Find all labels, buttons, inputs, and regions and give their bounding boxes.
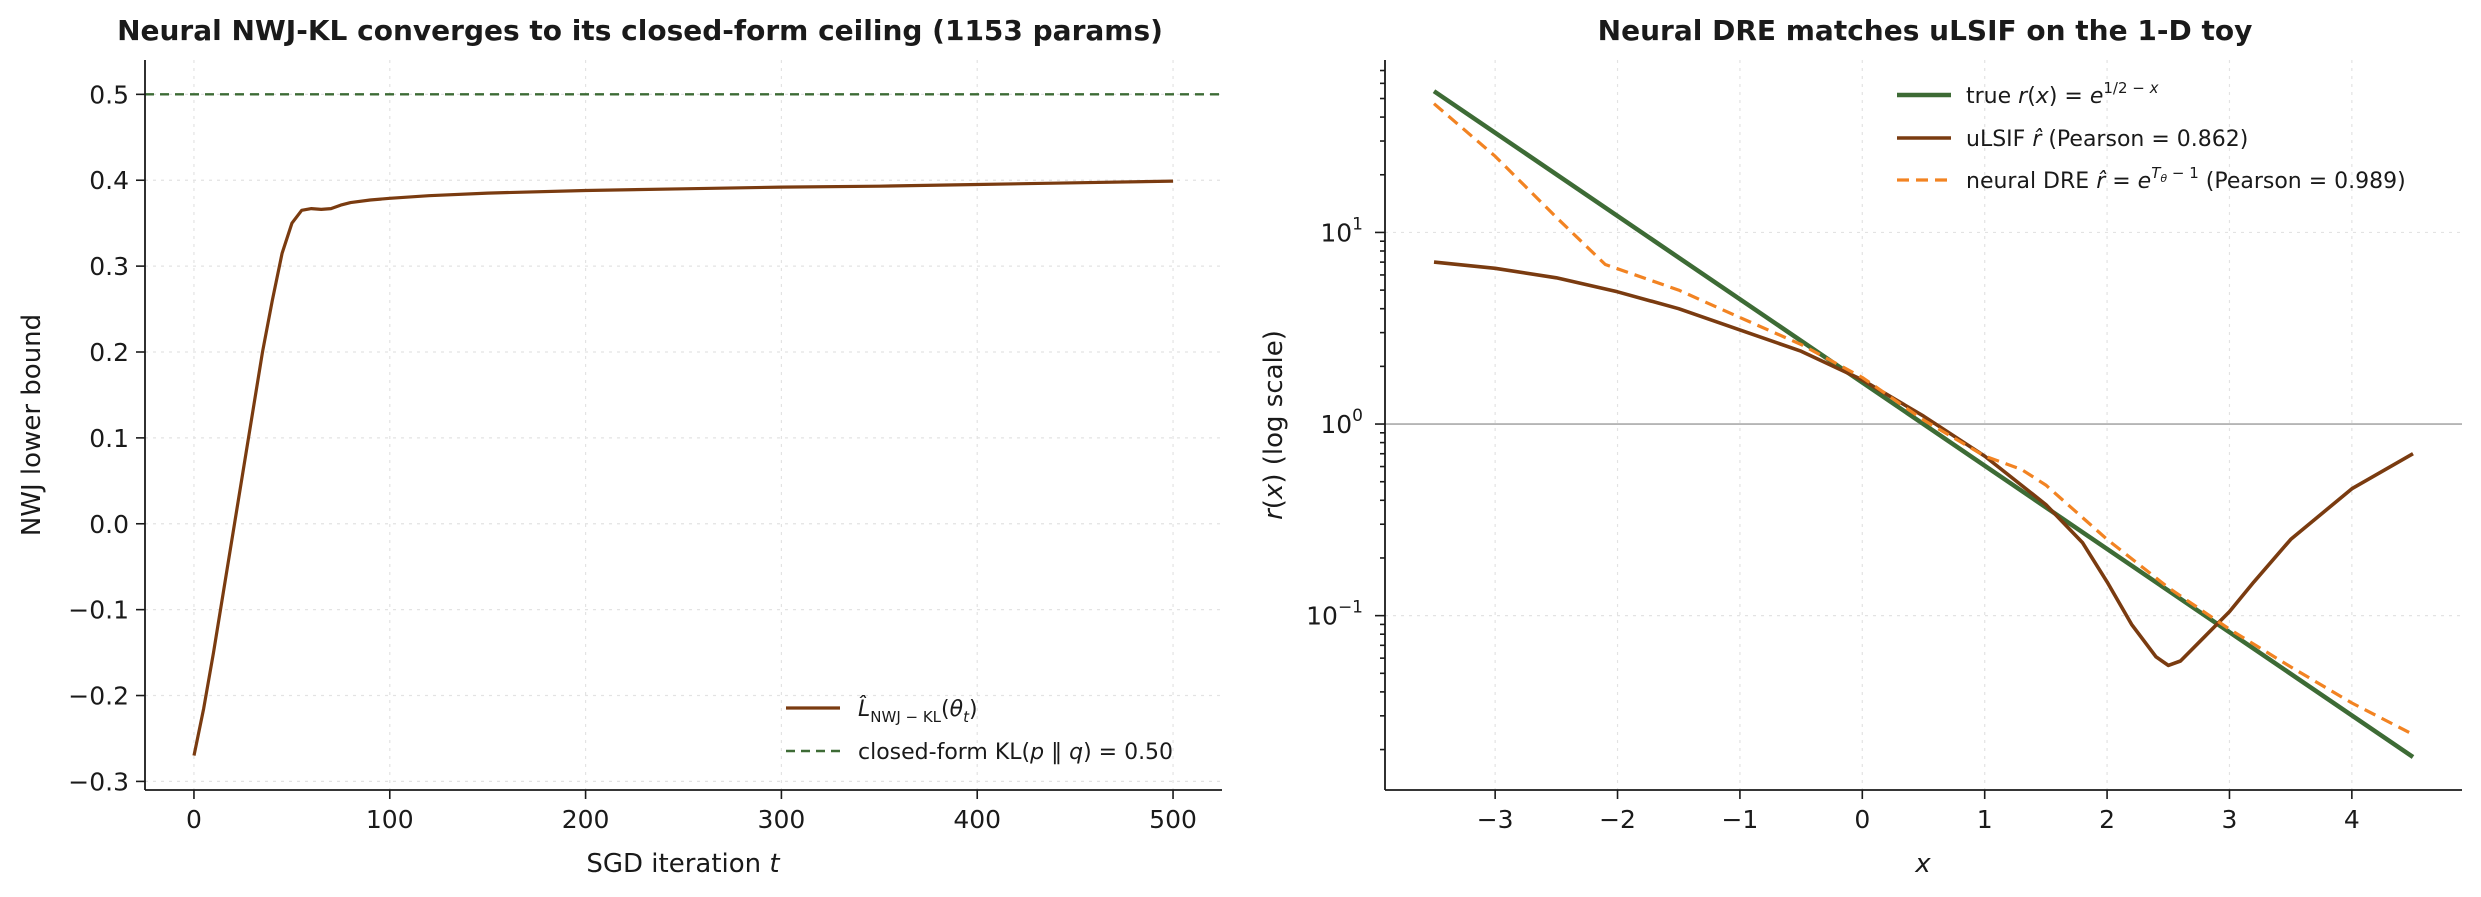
- left-y-tick-label: −0.1: [68, 596, 129, 625]
- left-y-tick-label: 0.1: [89, 424, 129, 453]
- series-true-ratio-line: [1432, 89, 2415, 759]
- left-y-tick-label: 0.2: [89, 338, 129, 367]
- left-y-tick-label: −0.2: [68, 682, 129, 711]
- legend-label-neural-dre: neural DRE r̂ = eTθ − 1 (Pearson = 0.989…: [1966, 164, 2406, 194]
- left-gridlines: [145, 60, 1222, 790]
- right-y-tick-label: 101: [1320, 214, 1363, 247]
- right-y-axis-label: r(x) (log scale): [1259, 330, 1289, 520]
- left-chart-title: Neural NWJ-KL converges to its closed-fo…: [117, 14, 1163, 47]
- right-ticks: −3 −2 −1 0 1 2 3 4 10−1 100 101: [1306, 69, 2360, 834]
- right-x-tick-label: 2: [2099, 805, 2115, 834]
- legend-label-ulsif: uLSIF r̂ (Pearson = 0.862): [1966, 127, 2248, 152]
- left-y-tick-label: 0.5: [89, 80, 129, 109]
- right-series: [1385, 89, 2462, 759]
- right-x-tick-label: 3: [2222, 805, 2238, 834]
- legend-label-nwj-estimate: L̂NWJ − KL(θt): [858, 696, 978, 726]
- left-x-tick-label: 0: [186, 805, 202, 834]
- right-legend: true r(x) = e1/2 − x uLSIF r̂ (Pearson =…: [1897, 79, 2406, 194]
- right-x-tick-label: −2: [1599, 805, 1636, 834]
- left-x-tick-label: 100: [366, 805, 414, 834]
- left-x-tick-label: 500: [1149, 805, 1197, 834]
- right-x-tick-label: 1: [1977, 805, 1993, 834]
- left-x-axis-label: SGD iteration t: [586, 849, 780, 879]
- left-legend: L̂NWJ − KL(θt) closed-form KL(p ‖ q) = 0…: [786, 696, 1173, 765]
- left-series: [145, 93, 1222, 756]
- left-y-tick-label: 0.0: [89, 510, 129, 539]
- right-chart-title: Neural DRE matches uLSIF on the 1-D toy: [1598, 14, 2253, 47]
- legend-label-closed-form-kl: closed-form KL(p ‖ q) = 0.50: [858, 740, 1173, 765]
- legend-label-true-ratio: true r(x) = e1/2 − x: [1966, 79, 2159, 109]
- right-y-tick-label: 100: [1320, 406, 1363, 439]
- series-neural-dre-line: [1432, 102, 2414, 736]
- left-x-tick-label: 300: [758, 805, 806, 834]
- series-nwj-estimate-line: [192, 179, 1174, 756]
- left-chart: Neural NWJ-KL converges to its closed-fo…: [17, 14, 1222, 879]
- right-x-tick-label: −3: [1477, 805, 1514, 834]
- series-ulsif-line: [1433, 260, 2414, 668]
- left-y-tick-label: −0.3: [68, 767, 129, 796]
- left-y-tick-label: 0.3: [89, 252, 129, 281]
- left-x-tick-label: 200: [562, 805, 610, 834]
- left-x-tick-label: 400: [953, 805, 1001, 834]
- left-ticks: 0 100 200 300 400 500 −0.3 −0.2 −0.1 0.0 0.1 0.2 0.3…: [68, 80, 1197, 834]
- right-x-axis-label: x: [1914, 849, 1931, 879]
- right-chart: Neural DRE matches uLSIF on the 1-D toy …: [1259, 14, 2462, 879]
- left-y-axis-label: NWJ lower bound: [17, 314, 47, 536]
- right-x-tick-label: 4: [2344, 805, 2360, 834]
- right-x-tick-label: −1: [1721, 805, 1758, 834]
- right-y-tick-label: 10−1: [1306, 598, 1363, 631]
- right-x-tick-label: 0: [1854, 805, 1870, 834]
- left-y-tick-label: 0.4: [89, 166, 129, 195]
